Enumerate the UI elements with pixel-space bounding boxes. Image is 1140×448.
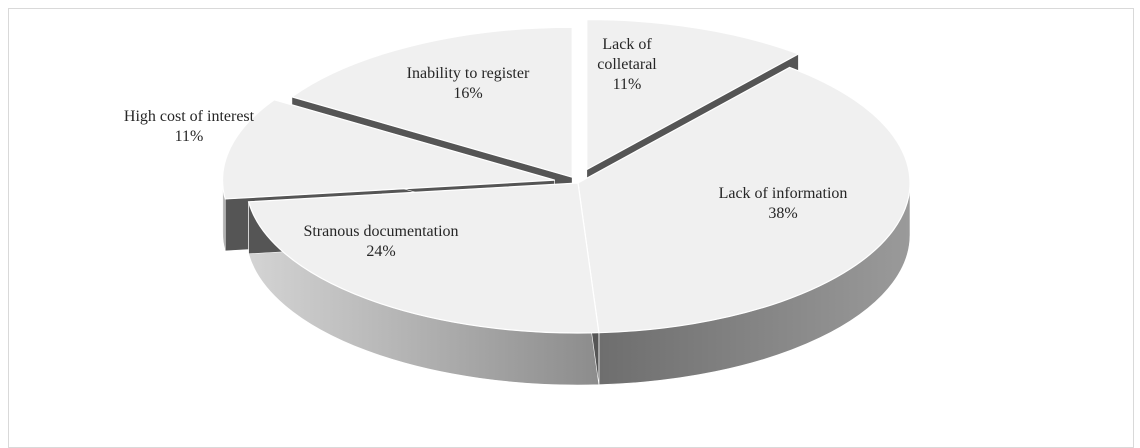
slice-label: Inability to register 16% — [407, 65, 530, 102]
slice-label: Stranous documentation 24% — [303, 223, 458, 260]
slice-label: High cost of interest 11% — [124, 108, 255, 145]
slice-label: Lack of information 38% — [719, 185, 848, 222]
pie-slice-top — [221, 99, 555, 200]
slice-label: Lack of colletaral 11% — [597, 36, 657, 93]
pie-slice-top — [247, 182, 600, 334]
pie-slice-top — [586, 18, 800, 171]
pie-slice-top — [290, 26, 573, 179]
pie-chart: Lack of colletaral 11% Lack of information 3… — [124, 18, 911, 386]
pie-slice-top — [577, 66, 911, 334]
